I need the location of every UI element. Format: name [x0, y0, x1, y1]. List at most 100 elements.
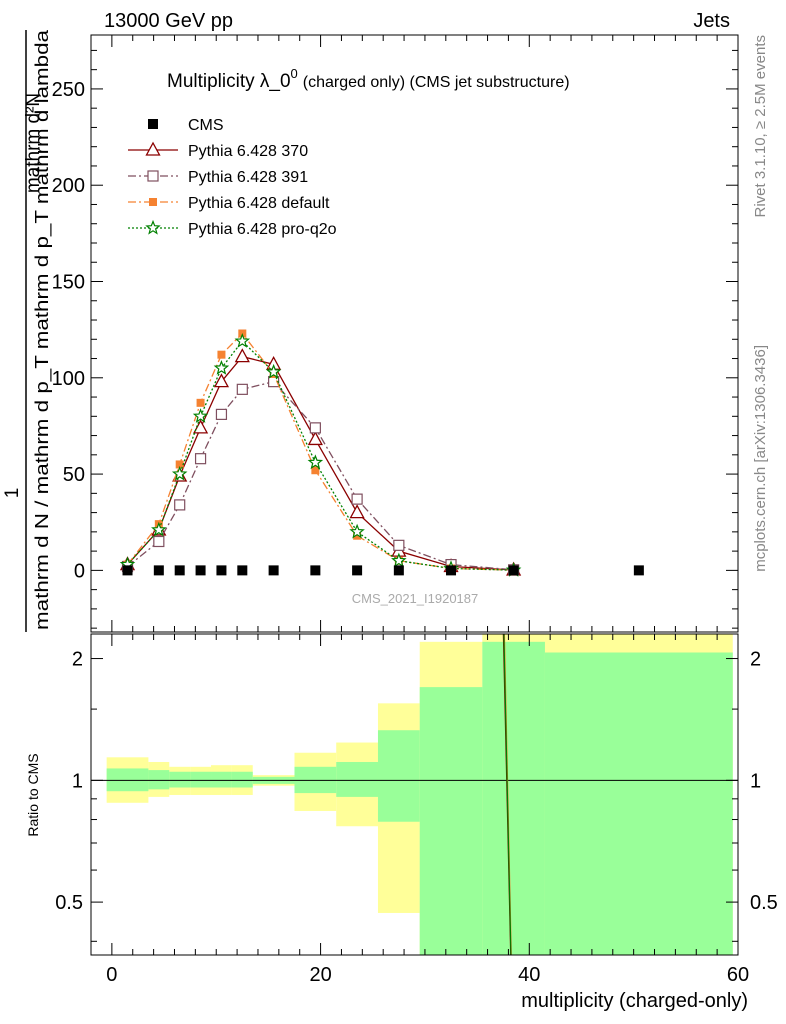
marker-open-star: [391, 552, 407, 568]
legend-label: CMS: [188, 117, 224, 134]
marker-open-square: [393, 539, 405, 551]
main-ytick-label: 150: [52, 272, 85, 294]
marker-open-star: [171, 465, 188, 481]
ratio-band-inner: [169, 771, 191, 788]
ratio-ytick-label-right: 0.5: [750, 892, 778, 914]
ratio-band-inner: [231, 771, 253, 788]
ratio-axis-ticks: 0 20 40 60 0.5 0.5 1 1 2 2: [55, 634, 778, 986]
main-title-main: Multiplicity λ_0: [167, 71, 291, 92]
marker-square: [216, 565, 227, 576]
main-ytick-label: 250: [52, 79, 85, 101]
marker-open-triangle: [145, 141, 161, 156]
legend-entry: Pythia 6.428 default: [128, 195, 330, 212]
ratio-ylabel: Ratio to CMS: [25, 753, 41, 836]
series-line: [127, 332, 514, 571]
series-line: [127, 355, 514, 571]
main-ytick-label: 0: [74, 560, 85, 582]
marker-open-triangle: [234, 348, 250, 363]
marker-open-triangle: [349, 504, 365, 519]
marker-square-small: [196, 398, 205, 407]
marker-square-small: [353, 531, 362, 540]
marker-open-star: [234, 333, 251, 348]
series-line: [127, 340, 514, 571]
ratio-band-inner: [336, 761, 378, 797]
ratio-xtick-label: 40: [518, 964, 540, 986]
ratio-ytick-label: 0.5: [55, 892, 83, 914]
marker-square: [148, 119, 158, 129]
marker-open-square: [194, 453, 207, 465]
marker-open-square: [147, 170, 159, 182]
main-panel-frame: [90, 34, 739, 633]
marker-square: [310, 565, 321, 576]
legend-label: Pythia 6.428 default: [188, 195, 330, 212]
rivet-version-label: Rivet 3.1.10, ≥ 2.5M events: [752, 35, 769, 218]
ratio-panel: 0 20 40 60 0.5 0.5 1 1 2 2 Ratio to CMS multiplic…: [25, 633, 778, 1012]
ratio-xtick-label: 20: [309, 964, 331, 986]
legend-label: Pythia 6.428 370: [188, 143, 308, 160]
marker-square: [122, 565, 133, 576]
ratio-band-inner: [544, 652, 733, 955]
marker-square: [352, 565, 363, 576]
series-line: [127, 380, 514, 571]
marker-open-square: [153, 535, 165, 548]
marker-open-square: [236, 383, 248, 395]
legend-label: Pythia 6.428 391: [188, 169, 308, 186]
marker-open-star: [192, 408, 209, 423]
main-ytick-label: 200: [52, 175, 85, 197]
series-pythia-6-428-pro-q2o: [119, 333, 522, 577]
ratio-xtick-label: 0: [106, 964, 117, 986]
main-title-sup: 0: [291, 66, 298, 81]
marker-square: [195, 565, 206, 576]
marker-square: [393, 565, 404, 576]
marker-square-small: [149, 198, 157, 206]
ratio-ytick-label: 2: [72, 649, 83, 671]
marker-square: [237, 565, 248, 576]
marker-open-triangle: [213, 373, 230, 388]
marker-open-star: [349, 523, 365, 539]
marker-open-star: [145, 219, 161, 235]
series-pythia-6-428-default: [123, 329, 518, 575]
marker-open-square: [215, 408, 228, 420]
legend-entry: Pythia 6.428 pro-q2o: [128, 219, 337, 238]
ratio-xtick-label: 60: [727, 964, 749, 986]
ratio-ytick-label: 1: [72, 770, 83, 792]
legend-entry: Pythia 6.428 391: [128, 169, 308, 186]
marker-square: [174, 565, 185, 576]
ratio-ytick-label-right: 1: [750, 770, 761, 792]
main-ylabel: 1 mathrm d²N mathrm d N / mathrm d p_T m…: [2, 29, 53, 632]
main-ytick-label: 100: [52, 368, 85, 390]
marker-square: [268, 565, 279, 576]
header-energy-label: 13000 GeV pp: [104, 10, 233, 32]
ratio-band-inner: [211, 771, 232, 788]
header-jets-label: Jets: [693, 10, 730, 32]
main-ylabel-numerator2: mathrm d²N: [23, 93, 44, 193]
marker-open-star: [265, 363, 282, 379]
analysis-watermark: CMS_2021_I1920187: [352, 591, 479, 606]
marker-square: [633, 565, 644, 576]
marker-open-star: [151, 521, 167, 537]
main-title-suffix: (charged only) (CMS jet substructure): [303, 74, 570, 91]
marker-open-triangle: [307, 431, 323, 446]
main-plot-area: [119, 329, 644, 577]
legend: CMS Pythia 6.428 370 Pythia 6.428 391 Pythi…: [128, 117, 337, 238]
legend-label: Pythia 6.428 pro-q2o: [188, 221, 337, 238]
ratio-band-inner: [148, 770, 170, 790]
marker-square: [153, 565, 164, 576]
ratio-line-pythia-6-428-pro-q2o: [503, 634, 512, 955]
ratio-xlabel: multiplicity (charged-only): [521, 990, 748, 1012]
series-cms: [122, 565, 644, 576]
main-title: Multiplicity λ_00 (charged only) (CMS jet…: [167, 66, 570, 92]
marker-open-square: [351, 493, 363, 505]
ratio-band-inner: [106, 768, 149, 792]
marker-square-small: [311, 466, 320, 475]
main-ytick-label: 50: [63, 464, 85, 486]
main-axis-ticks: 0 50 100 150 200 250: [52, 35, 739, 632]
ratio-plot-area: [91, 634, 738, 955]
mcplots-label: mcplots.cern.ch [arXiv:1306.3436]: [752, 345, 769, 572]
marker-square-small: [175, 460, 184, 469]
main-ylabel-numerator: 1: [2, 488, 23, 499]
ratio-band-inner: [419, 687, 483, 955]
ratio-band-inner: [482, 641, 545, 955]
